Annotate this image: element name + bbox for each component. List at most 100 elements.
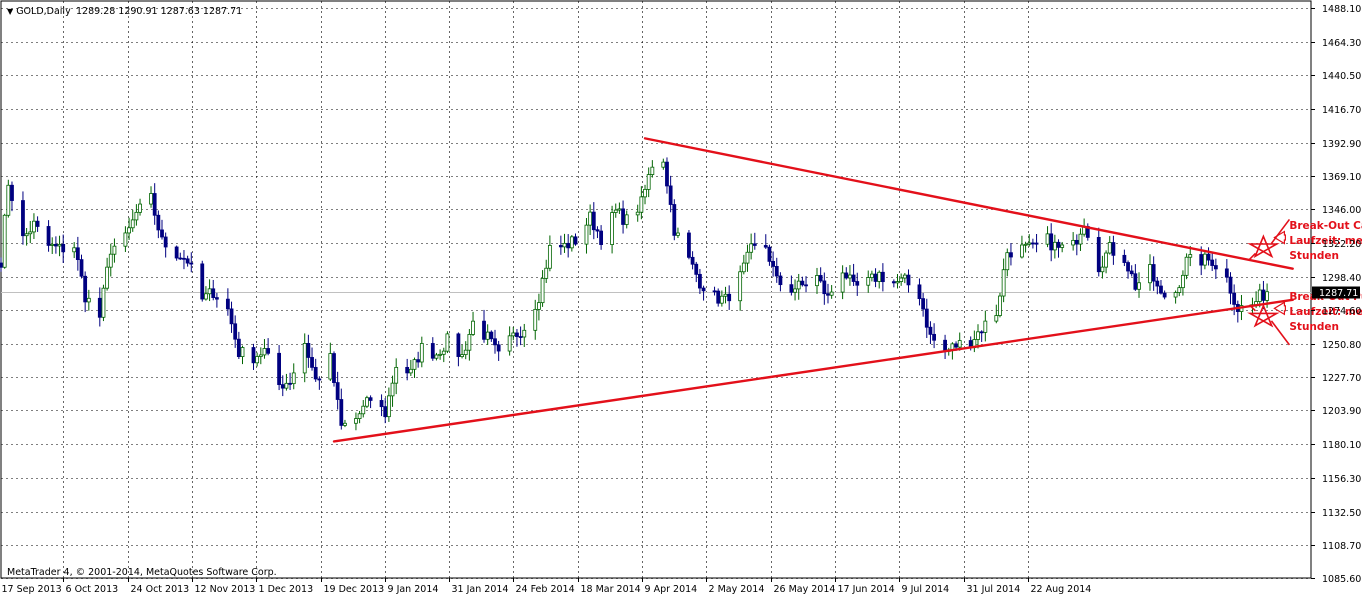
candle-bear	[1210, 252, 1215, 271]
candle-body	[108, 253, 113, 268]
candle-bear	[335, 371, 340, 410]
candle-bear	[496, 340, 501, 361]
candle-body	[848, 274, 852, 279]
candle-body	[160, 229, 164, 238]
candle-body	[357, 413, 362, 419]
candle-body	[233, 323, 238, 340]
candle-body	[79, 259, 84, 277]
candle-body	[204, 293, 208, 300]
candle-bear	[1096, 227, 1101, 277]
candle-bear	[174, 245, 179, 261]
candle-body	[1045, 233, 1050, 245]
resistance-trendline[interactable]	[643, 137, 1294, 270]
candle-body	[624, 214, 629, 225]
candle-body	[0, 262, 3, 268]
candle-body	[339, 399, 344, 426]
candle-bear	[591, 202, 596, 240]
candle-bull	[354, 412, 358, 431]
candle-bear	[1232, 284, 1237, 316]
candle-bull	[676, 227, 680, 239]
candle-body	[976, 331, 980, 340]
candle-body	[690, 256, 695, 265]
candle-bull	[976, 324, 980, 349]
candle-body	[804, 284, 808, 287]
candle-bear	[266, 338, 271, 356]
candle-bear	[595, 226, 600, 239]
candle-body	[716, 290, 721, 304]
y-tick-label: 1250.80	[1322, 340, 1361, 351]
candle-bear	[251, 343, 256, 370]
candle-body	[522, 329, 527, 338]
candle-body	[365, 397, 369, 407]
candle-bear	[1049, 223, 1054, 262]
candle-body	[855, 281, 860, 286]
candle-body	[394, 366, 399, 384]
y-tick-label: 1203.90	[1322, 406, 1361, 417]
candle-body	[1155, 280, 1160, 287]
candle-body	[105, 266, 110, 289]
annotation-line: Laufzeit: mehrere	[1289, 306, 1362, 318]
x-tick-label: 17 Sep 2013	[2, 584, 62, 595]
candle-bull	[1184, 253, 1189, 280]
candle-bull	[291, 363, 296, 390]
candle-body	[430, 343, 435, 359]
y-tick-label: 1322.20	[1322, 239, 1361, 250]
candle-body	[767, 246, 772, 262]
candle-bear	[690, 251, 695, 270]
support-trendline[interactable]	[332, 298, 1294, 443]
x-tick-label: 2 May 2014	[709, 584, 765, 595]
candle-bear	[774, 257, 779, 283]
candle-body	[434, 354, 439, 359]
candle-body	[1052, 241, 1057, 251]
candle-body	[610, 212, 614, 245]
candle-bear	[727, 285, 732, 310]
candle-bull	[719, 290, 724, 307]
candle-bull	[522, 323, 527, 347]
candle-bear	[405, 358, 410, 381]
candle-bear	[482, 309, 486, 343]
candle-bear	[233, 315, 238, 348]
candle-body	[1074, 239, 1079, 245]
candle-body	[873, 273, 878, 282]
candle-body	[1009, 252, 1013, 258]
y-tick-label: 1298.40	[1322, 273, 1361, 284]
candle-body	[288, 382, 292, 385]
x-tick-label: 19 Dec 2013	[324, 584, 385, 595]
candle-body	[1129, 270, 1134, 275]
candle-body	[621, 208, 625, 225]
candle-bear	[752, 232, 757, 250]
symbol-label: ▼ GOLD,Daily	[7, 6, 71, 17]
candle-bear	[712, 286, 717, 296]
candle-bull	[365, 395, 369, 409]
candle-body	[994, 315, 999, 322]
candle-body	[1027, 242, 1032, 245]
candle-bear	[53, 236, 58, 254]
star-tail	[1270, 320, 1291, 346]
candle-body	[712, 290, 717, 293]
star-tail	[1270, 218, 1291, 244]
candle-body	[211, 288, 216, 298]
candle-body	[258, 354, 263, 357]
candle-bull	[866, 270, 871, 293]
candle-bull	[1001, 258, 1006, 303]
x-tick-label: 9 Jan 2014	[388, 584, 439, 595]
x-tick-label: 9 Apr 2014	[645, 584, 698, 595]
candle-bull	[460, 344, 464, 359]
candle-bear	[924, 298, 929, 339]
candle-body	[588, 211, 593, 226]
candle-body	[1001, 269, 1006, 297]
candle-body	[866, 277, 871, 286]
candle-body	[178, 257, 183, 260]
annotation-line: Laufzeit: mehrere	[1289, 235, 1362, 247]
candle-bull	[902, 272, 907, 284]
y-tick-label: 1369.10	[1322, 172, 1361, 183]
candle-body	[441, 350, 446, 355]
candle-body	[895, 281, 900, 284]
candle-body	[163, 236, 168, 248]
y-tick-label: 1416.70	[1322, 105, 1361, 116]
candle-body	[130, 219, 135, 229]
candle-bear	[1133, 264, 1138, 291]
candle-bull	[471, 311, 475, 336]
candle-body	[672, 204, 677, 236]
